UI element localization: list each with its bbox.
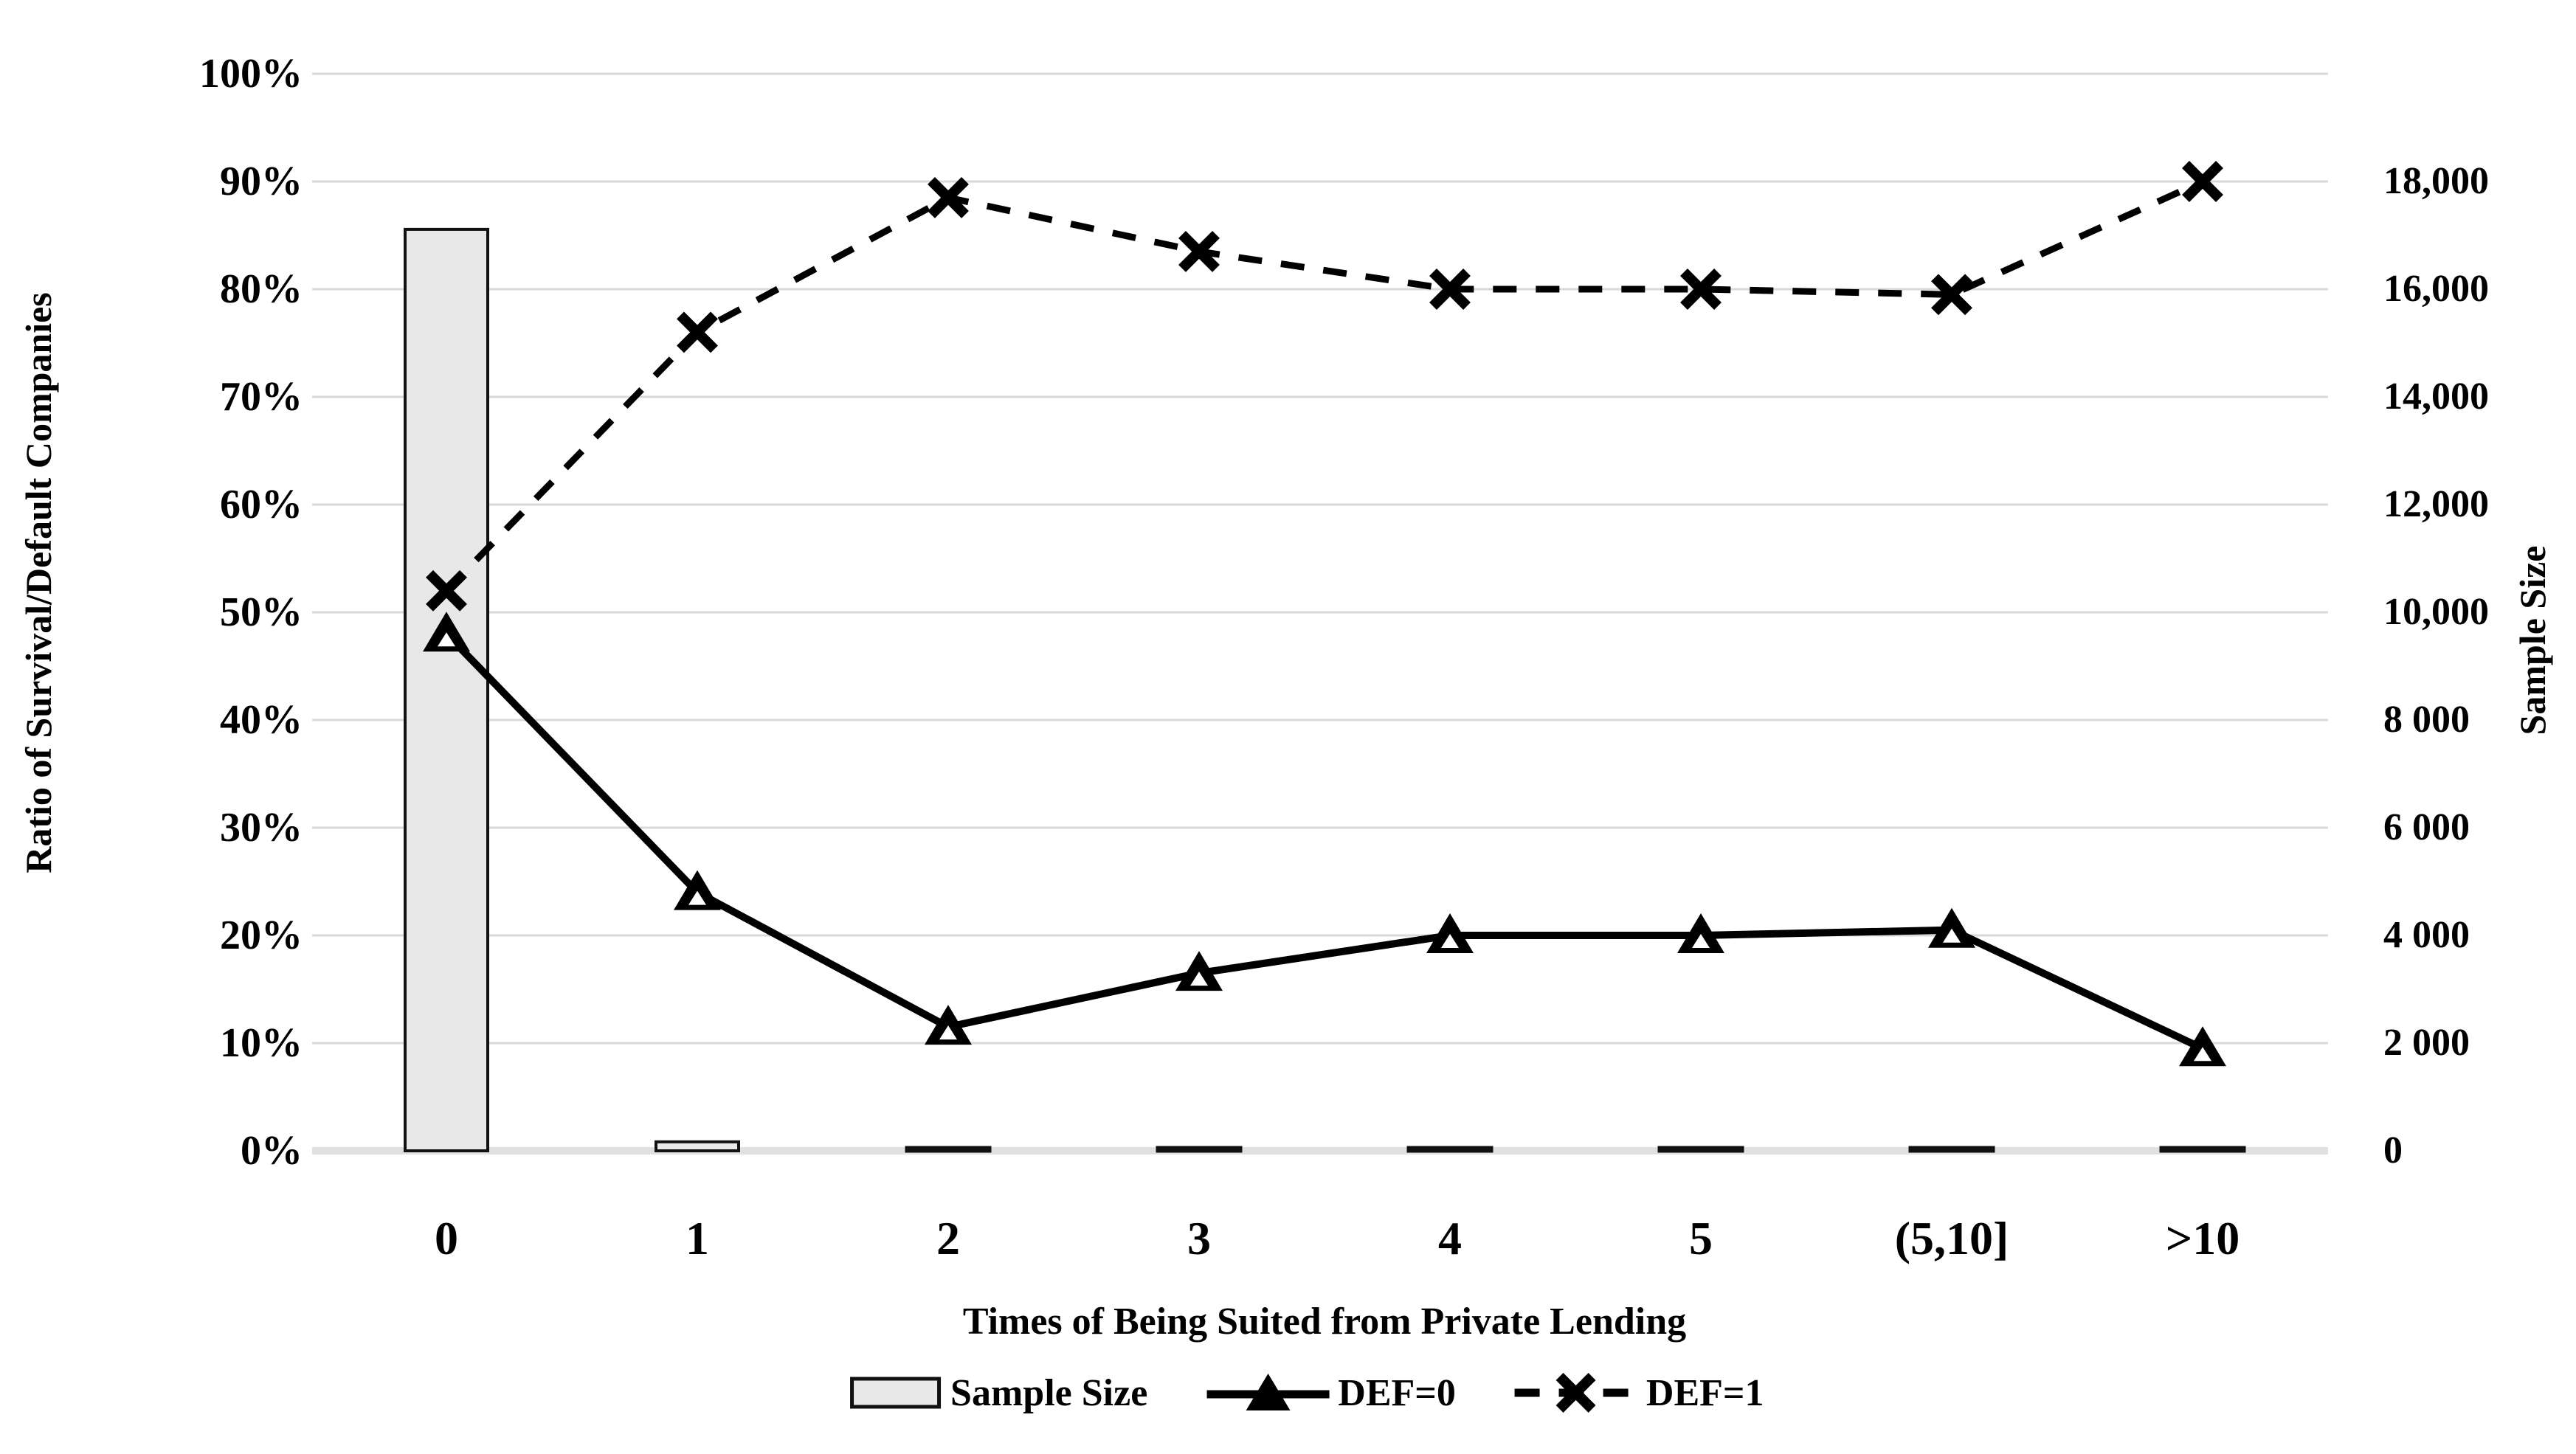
x-marker [2182,161,2223,202]
triangle-marker-hole [1692,934,1710,948]
y-tick-label-left: 10% [220,1020,303,1066]
y-tick-label-right: 14,000 [2383,375,2489,418]
y-tick-label-left: 0% [241,1128,303,1174]
legend: Sample Size DEF=0 DEF=1 [849,1369,1764,1416]
y-tick-label-left: 20% [220,913,303,958]
sample-size-bar [1406,1146,1494,1153]
y-tick-label-left: 100% [199,51,303,97]
triangle-marker-hole [2194,1047,2211,1062]
left-axis-title: Ratio of Survival/Default Companies [18,292,59,873]
y-tick-label-right: 4 000 [2383,914,2470,956]
triangle-marker-hole [939,1025,957,1040]
triangle-marker-hole [1943,928,1961,943]
x-category-label: 0 [435,1212,458,1264]
triangle-marker-hole [1441,934,1459,948]
y-tick-label-left: 40% [220,697,303,743]
x-category-label: 5 [1689,1212,1713,1264]
def1-line [443,178,2204,593]
bar-swatch-icon [849,1377,941,1409]
triangle-marker [1426,913,1474,953]
legend-label-def0: DEF=0 [1338,1371,1456,1414]
y-tick-label-left: 60% [220,482,303,527]
x-category-label: 1 [686,1212,709,1264]
sample-size-bar [1657,1146,1744,1153]
x-marker [1429,269,1471,310]
legend-item-def1: DEF=1 [1513,1369,1764,1416]
y-tick-label-left: 90% [220,159,303,204]
y-tick-label-right: 6 000 [2383,806,2470,848]
y-tick-label-right: 16,000 [2383,268,2489,310]
x-marker [928,176,969,218]
sample-size-bar [655,1140,740,1153]
triangle-marker [925,1005,972,1045]
x-category-label: 3 [1187,1212,1211,1264]
legend-item-sample-size: Sample Size [849,1371,1147,1415]
triangle-marker-hole [688,890,706,905]
triangle-marker-hole [438,632,455,647]
y-tick-label-right: 0 [2383,1129,2403,1171]
sample-size-bar [1156,1146,1243,1153]
x-category-label: 2 [936,1212,960,1264]
triangle-marker [1677,913,1724,953]
triangle-marker [423,612,470,652]
triangle-marker [674,870,721,910]
y-tick-label-right: 2 000 [2383,1022,2470,1064]
x-marker [1178,230,1220,272]
legend-label-def1: DEF=1 [1646,1371,1764,1414]
triangle-marker-hole [1190,972,1208,986]
y-tick-label-right: 10,000 [2383,591,2489,633]
y-tick-label-left: 30% [220,805,303,851]
y-tick-label-right: 18,000 [2383,160,2489,202]
triangle-marker [2179,1026,2226,1067]
x-axis-title: Times of Being Suited from Private Lendi… [962,1301,1687,1343]
y-tick-label-right: 12,000 [2383,483,2489,525]
triangle-marker [1928,907,1975,948]
def0-line [443,631,2205,1052]
x-marker [426,570,467,612]
x-marker [677,311,718,353]
x-dashed-line-icon [1514,1373,1637,1413]
sample-size-bar [2159,1146,2246,1153]
y-tick-label-left: 50% [220,589,303,635]
legend-item-def0: DEF=0 [1205,1369,1456,1416]
sample-size-bar [905,1146,992,1153]
x-category-label: 4 [1438,1212,1462,1264]
triangle-marker [1175,951,1223,991]
sample-size-bar [404,227,489,1152]
sample-size-bar [1908,1146,1995,1153]
y-tick-label-left: 70% [220,374,303,420]
y-tick-label-left: 80% [220,266,303,312]
x-marker [1680,269,1722,310]
triangle-line-icon [1206,1374,1330,1410]
legend-label-sample-size: Sample Size [950,1371,1148,1414]
right-axis-title: Sample Size [2512,545,2553,735]
x-category-label: >10 [2166,1212,2240,1264]
x-marker [1931,274,1972,316]
y-tick-label-right: 8 000 [2383,699,2470,741]
x-category-label: (5,10] [1895,1212,2009,1264]
